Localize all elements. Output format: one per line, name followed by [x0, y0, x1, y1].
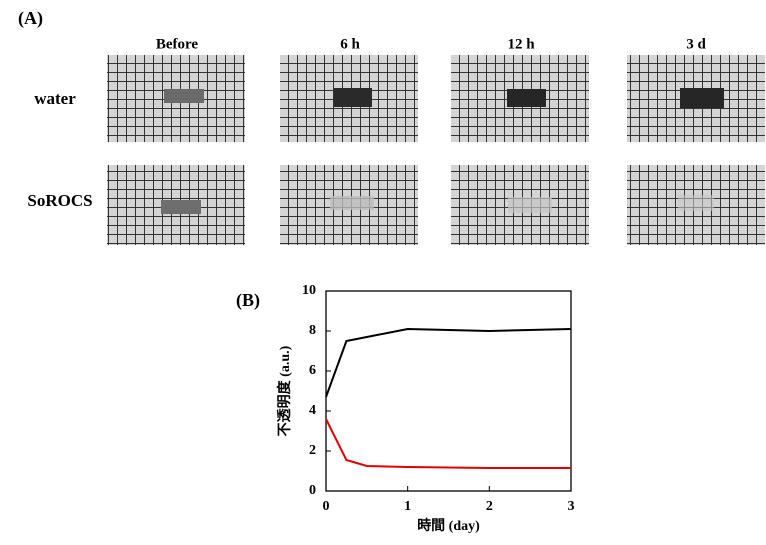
column-label: Before [156, 36, 199, 52]
y-tick-label: 0 [309, 483, 316, 498]
sample [161, 200, 201, 214]
y-tick-label: 2 [309, 443, 316, 458]
plot-frame [325, 290, 572, 492]
panel-label: (A) [18, 8, 43, 29]
photos [107, 55, 765, 245]
row-label: SoROCS [27, 191, 92, 210]
y-tick-label: 8 [309, 323, 316, 338]
y-tick-label: 10 [302, 283, 316, 298]
x-tick-label: 0 [323, 499, 330, 514]
column-label: 6 h [340, 36, 360, 52]
sample [508, 197, 552, 213]
line [325, 418, 571, 469]
y-tick-label: 6 [309, 363, 316, 378]
line [325, 327, 572, 398]
y-tick-label: 4 [309, 403, 316, 418]
column-label: 12 h [507, 36, 535, 52]
panel-label: (B) [236, 290, 260, 311]
sample [680, 88, 724, 108]
row-label: water [34, 89, 76, 108]
x-tick-label: 1 [404, 499, 411, 514]
x-axis-label: 時間 (day) [417, 517, 480, 534]
sample [334, 88, 372, 107]
chart: 0 2 4 6 8 10 0 1 2 3 時間 (day) 不透明度 (a.u.) (B) [236, 283, 575, 534]
sample [507, 89, 546, 107]
column-label: 3 d [686, 36, 706, 52]
x-tick-label: 3 [568, 499, 575, 514]
sample [330, 196, 374, 210]
x-tick-label: 2 [486, 499, 493, 514]
sample [164, 89, 204, 103]
sample [678, 195, 714, 211]
y-axis-label: 不透明度 (a.u.) [276, 345, 293, 436]
